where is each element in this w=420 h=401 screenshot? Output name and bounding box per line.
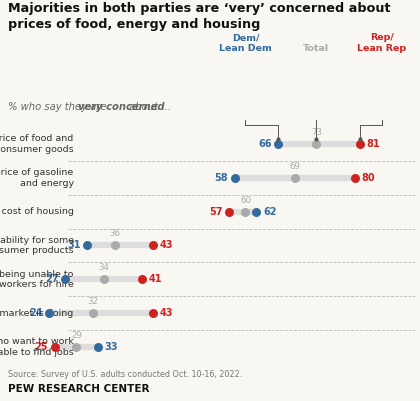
Point [275,136,281,142]
Point [84,242,91,249]
Text: 58: 58 [214,173,228,183]
Text: 25: 25 [34,342,48,352]
Text: 43: 43 [159,241,173,251]
Text: 43: 43 [159,308,173,318]
Text: % who say they are: % who say they are [8,102,110,112]
Text: Dem/
Lean Dem: Dem/ Lean Dem [219,33,272,53]
Point [46,310,52,316]
Point [73,344,80,350]
Point [313,141,320,147]
Point [139,276,145,282]
Text: 60: 60 [240,196,251,205]
Text: How the stock market is doing: How the stock market is doing [0,309,74,318]
Point [357,136,363,142]
Text: Limited availability for some
consumer products: Limited availability for some consumer p… [0,236,74,255]
Text: 66: 66 [258,139,272,149]
Text: The price of gasoline
and energy: The price of gasoline and energy [0,168,74,188]
Text: 62: 62 [263,207,276,217]
Text: The cost of housing: The cost of housing [0,207,74,216]
Text: Employers being unable to
find workers for hire: Employers being unable to find workers f… [0,269,74,289]
Point [150,242,156,249]
Point [100,276,107,282]
Text: 81: 81 [367,139,380,149]
Text: 73: 73 [311,128,322,137]
Text: about …: about … [126,102,171,112]
Point [291,174,298,181]
Text: 31: 31 [67,241,81,251]
Point [62,276,69,282]
Point [89,310,96,316]
Text: very concerned: very concerned [78,102,164,112]
Text: Rep/
Lean Rep: Rep/ Lean Rep [357,33,407,53]
Text: 24: 24 [29,308,42,318]
Text: The price of food and
consumer goods: The price of food and consumer goods [0,134,74,154]
Text: 32: 32 [87,297,98,306]
Point [351,174,358,181]
Point [253,209,260,215]
Text: 29: 29 [71,331,82,340]
Text: 69: 69 [289,162,300,171]
Point [111,242,118,249]
Point [150,310,156,316]
Text: 57: 57 [209,207,223,217]
Point [242,209,249,215]
Point [231,174,238,181]
Point [313,136,320,142]
Text: Majorities in both parties are ‘very’ concerned about
prices of food, energy and: Majorities in both parties are ‘very’ co… [8,2,391,31]
Point [51,344,58,350]
Point [226,209,232,215]
Point [357,141,363,147]
Point [275,141,281,147]
Text: People who want to work
being unable to find jobs: People who want to work being unable to … [0,337,74,356]
Point [95,344,102,350]
Text: PEW RESEARCH CENTER: PEW RESEARCH CENTER [8,384,150,394]
Text: 80: 80 [361,173,375,183]
Text: 34: 34 [98,263,109,272]
Text: Total: Total [303,44,329,53]
Text: 36: 36 [109,229,120,238]
Text: 27: 27 [45,274,59,284]
Text: 41: 41 [148,274,162,284]
Text: Source: Survey of U.S. adults conducted Oct. 10-16, 2022.: Source: Survey of U.S. adults conducted … [8,370,242,379]
Text: 33: 33 [105,342,118,352]
